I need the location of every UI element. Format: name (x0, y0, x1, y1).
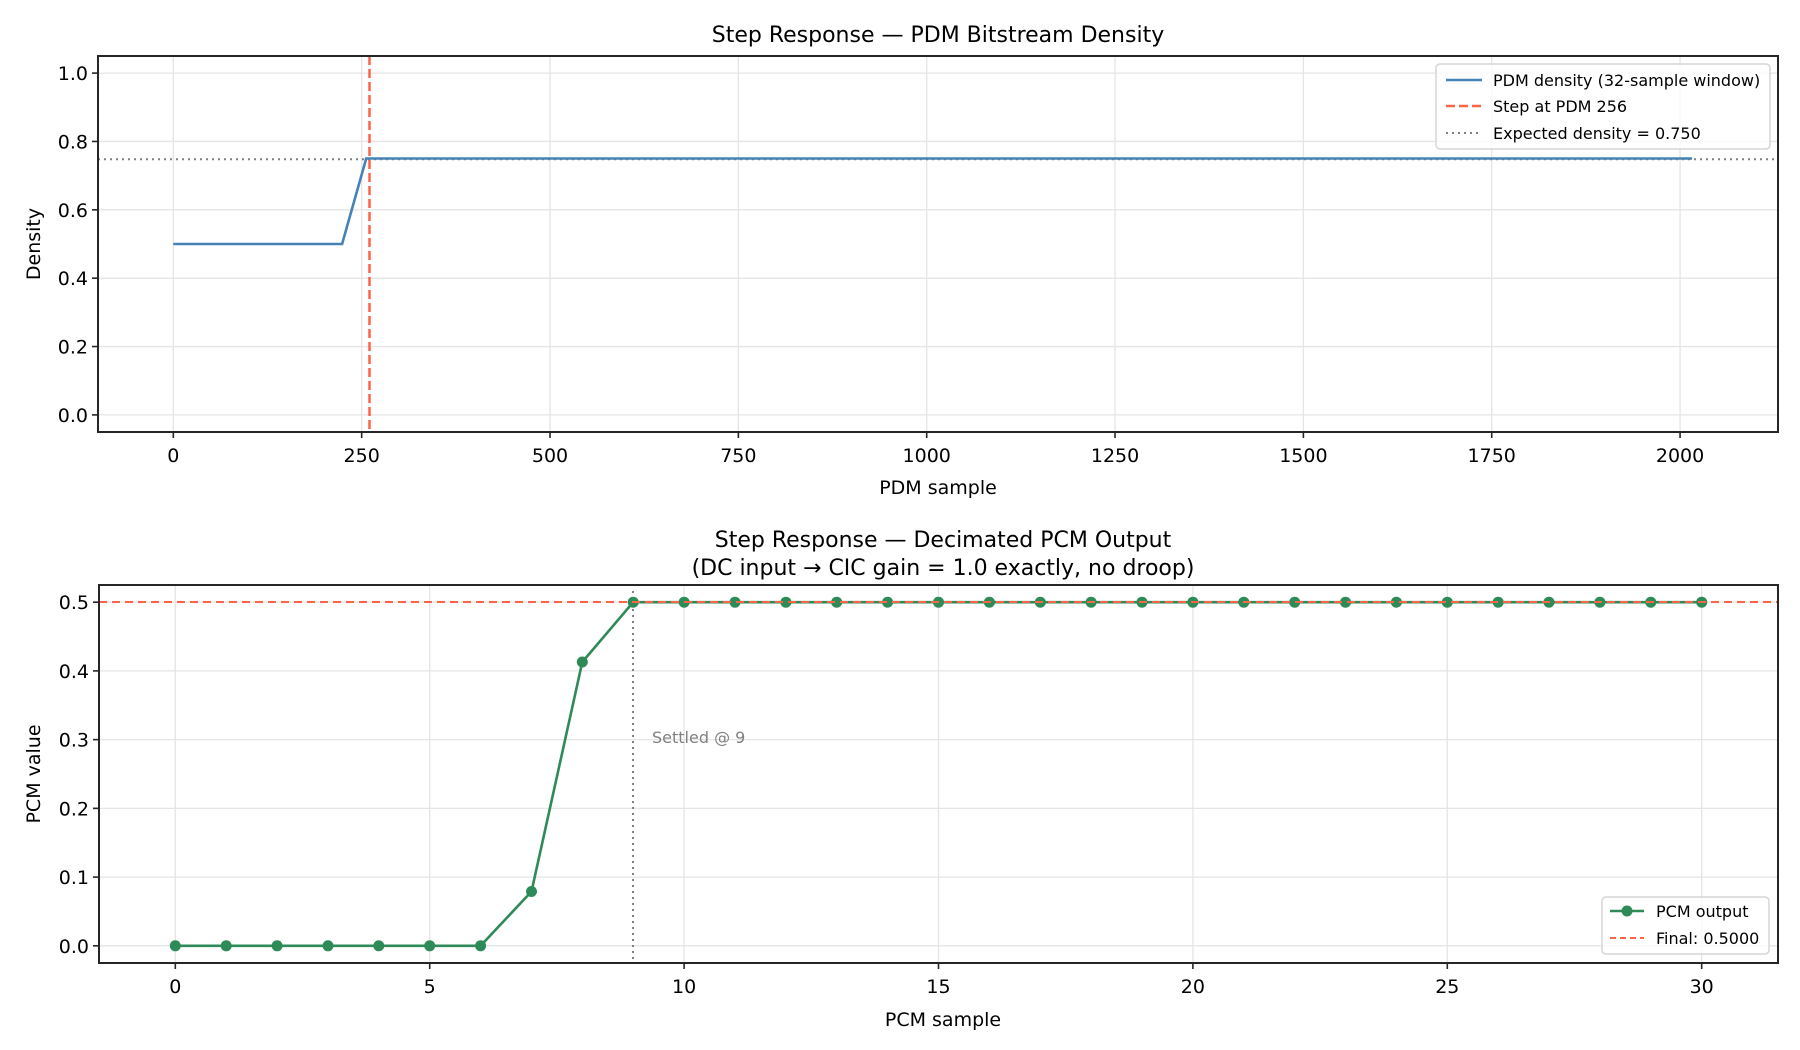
x-tick-label: 25 (1435, 976, 1459, 998)
y-tick-label: 0.5 (59, 592, 89, 614)
x-tick-label: 1750 (1468, 445, 1516, 467)
legend-density-label: PDM density (32-sample window) (1493, 71, 1760, 90)
top-x-ticks: 0 250 500 750 1000 1250 1500 1750 2000 (167, 432, 1704, 467)
top-legend: PDM density (32-sample window) Step at P… (1435, 63, 1771, 150)
y-tick-label: 0.4 (58, 268, 88, 290)
legend-pcm-label: PCM output (1656, 902, 1748, 921)
pcm-data-point (729, 596, 741, 608)
x-tick-label: 15 (926, 976, 950, 998)
bottom-grid (99, 585, 1778, 963)
top-chart: Step Response — PDM Bitstream Density 0 2… (23, 23, 1779, 499)
pcm-data-point (831, 596, 843, 608)
bottom-y-axis-label: PCM value (23, 724, 45, 823)
x-tick-label: 1250 (1091, 445, 1139, 467)
y-tick-label: 0.3 (59, 730, 89, 752)
x-tick-label: 30 (1690, 976, 1714, 998)
y-tick-label: 0.2 (59, 798, 89, 820)
y-tick-label: 0.0 (59, 936, 89, 958)
legend-pcm-marker-icon (1621, 905, 1633, 917)
pcm-data-point (271, 940, 283, 952)
pcm-data-point (220, 940, 232, 952)
x-tick-label: 1500 (1279, 445, 1327, 467)
pcm-data-point (780, 596, 792, 608)
top-y-ticks: 0.0 0.2 0.4 0.6 0.8 1.0 (58, 63, 98, 427)
legend-final-label: Final: 0.5000 (1656, 929, 1759, 948)
top-chart-title: Step Response — PDM Bitstream Density (712, 23, 1164, 48)
pcm-data-point (373, 940, 385, 952)
pcm-data-point (882, 596, 894, 608)
legend-expected-label: Expected density = 0.750 (1493, 124, 1701, 143)
settled-annotation: Settled @ 9 (652, 728, 745, 747)
bottom-legend: PCM output Final: 0.5000 (1601, 896, 1770, 955)
pcm-data-point (169, 940, 181, 952)
x-tick-label: 500 (532, 445, 568, 467)
pcm-data-point (1340, 596, 1351, 608)
pcm-data-point (526, 886, 537, 897)
x-tick-label: 1000 (903, 445, 951, 467)
y-tick-label: 0.2 (58, 337, 88, 359)
y-tick-label: 0.1 (59, 867, 89, 889)
y-tick-label: 0.8 (58, 131, 88, 153)
x-tick-label: 250 (344, 445, 380, 467)
pcm-data-point (1492, 596, 1504, 608)
x-tick-label: 0 (169, 976, 181, 998)
y-tick-label: 1.0 (58, 63, 88, 85)
top-y-axis-label: Density (23, 208, 45, 280)
pcm-data-point (424, 940, 436, 952)
top-x-axis-label: PDM sample (879, 477, 997, 499)
legend-step-label: Step at PDM 256 (1493, 97, 1627, 116)
y-tick-label: 0.0 (58, 405, 88, 427)
bottom-chart-subtitle: (DC input → CIC gain = 1.0 exactly, no d… (692, 556, 1195, 581)
top-axes-frame (97, 55, 1779, 433)
x-tick-label: 2000 (1656, 445, 1704, 467)
bottom-x-ticks: 0 5 10 15 20 25 30 (169, 963, 1714, 998)
x-tick-label: 750 (720, 445, 756, 467)
x-tick-label: 10 (672, 976, 696, 998)
x-tick-label: 0 (167, 445, 179, 467)
x-tick-label: 20 (1181, 976, 1205, 998)
pcm-data-point (1390, 596, 1402, 608)
pcm-data-point (475, 940, 487, 952)
pcm-data-point (322, 940, 334, 952)
x-tick-label: 5 (424, 976, 436, 998)
density-series-line (173, 157, 1693, 246)
y-tick-label: 0.4 (59, 661, 89, 683)
bottom-y-ticks: 0.0 0.1 0.2 0.3 0.4 0.5 (59, 592, 99, 958)
pcm-data-point (576, 656, 588, 668)
bottom-chart: Step Response — Decimated PCM Output (DC… (23, 528, 1779, 1031)
bottom-x-axis-label: PCM sample (885, 1009, 1001, 1031)
y-tick-label: 0.6 (58, 200, 88, 222)
bottom-chart-title: Step Response — Decimated PCM Output (715, 528, 1172, 553)
pcm-data-point (1289, 596, 1301, 608)
pcm-data-point (1441, 596, 1453, 608)
